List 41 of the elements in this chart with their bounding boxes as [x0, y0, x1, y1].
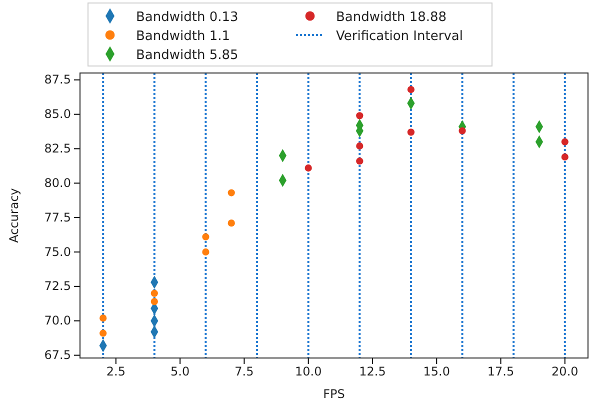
- point: [100, 330, 107, 337]
- x-tick-label: 17.5: [487, 364, 514, 379]
- point: [356, 158, 364, 165]
- x-tick-label: 7.5: [234, 364, 254, 379]
- x-tick-label: 2.5: [106, 364, 126, 379]
- x-tick-label: 20.0: [552, 364, 578, 379]
- point: [202, 248, 210, 256]
- legend-label: Bandwidth 5.85: [136, 48, 238, 63]
- y-tick-label: 82.5: [44, 142, 71, 156]
- point: [150, 298, 158, 306]
- point: [356, 142, 364, 150]
- y-tick-label: 80.0: [44, 176, 71, 190]
- point: [561, 153, 568, 161]
- legend-label: Bandwidth 1.1: [136, 29, 230, 44]
- legend-label: Bandwidth 0.13: [136, 10, 238, 25]
- x-tick-label: 5.0: [170, 364, 190, 379]
- legend-label: Verification Interval: [336, 29, 463, 44]
- point: [561, 138, 568, 146]
- y-tick-label: 77.5: [44, 210, 71, 224]
- x-tick-label: 15.0: [423, 364, 450, 379]
- point: [407, 128, 415, 136]
- y-tick-label: 87.5: [44, 72, 71, 87]
- x-tick-label: 10.0: [294, 364, 322, 379]
- point: [228, 189, 235, 196]
- y-tick-label: 72.5: [44, 279, 71, 294]
- point: [304, 164, 312, 172]
- legend-label: Bandwidth 18.88: [336, 10, 447, 25]
- point: [150, 290, 158, 297]
- y-tick-label: 67.5: [44, 348, 71, 362]
- point: [356, 112, 364, 120]
- point: [100, 314, 107, 322]
- x-axis-title: FPS: [323, 387, 345, 401]
- y-axis-title: Accuracy: [7, 188, 21, 243]
- point: [202, 233, 210, 240]
- y-tick-label: 75.0: [44, 244, 71, 259]
- point: [407, 86, 415, 94]
- y-tick-label: 85.0: [44, 107, 71, 122]
- y-tick-label: 70.0: [44, 314, 71, 328]
- x-tick-label: 12.5: [359, 364, 386, 379]
- point: [458, 127, 466, 134]
- point: [228, 220, 235, 227]
